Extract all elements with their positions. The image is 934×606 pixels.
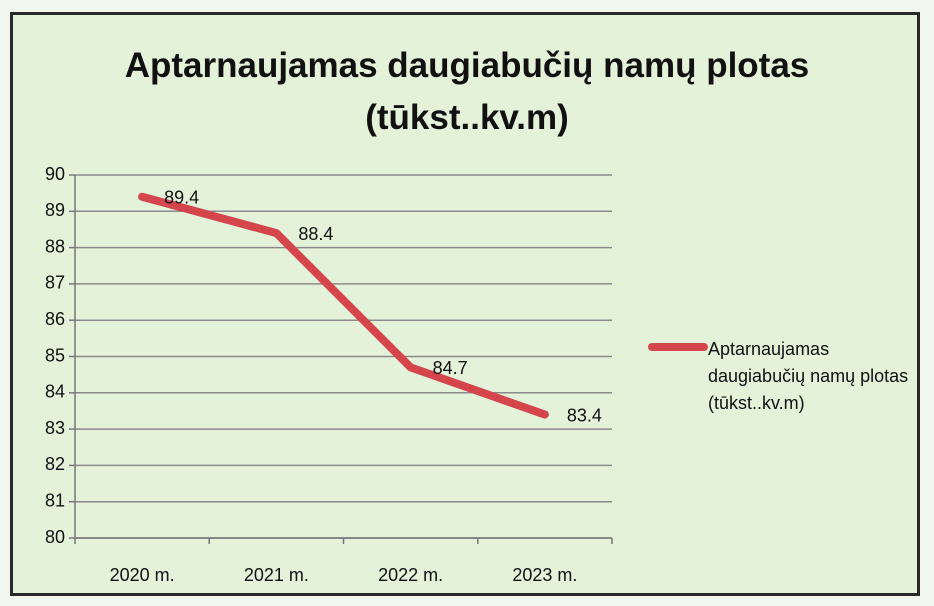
y-tick-label: 89 [45, 200, 65, 220]
data-label: 84.7 [433, 358, 468, 378]
y-tick-label: 80 [45, 527, 65, 547]
chart-frame [10, 12, 920, 596]
y-tick-label: 90 [45, 164, 65, 184]
y-tick-label: 88 [45, 236, 65, 256]
y-tick-label: 81 [45, 490, 65, 510]
y-tick-label: 87 [45, 273, 65, 293]
y-tick-label: 84 [45, 382, 65, 402]
data-label: 89.4 [164, 188, 199, 208]
data-label: 83.4 [567, 405, 602, 425]
y-tick-label: 86 [45, 309, 65, 329]
chart-title: Aptarnaujamas daugiabučių namų plotas (t… [124, 46, 810, 137]
y-tick-label: 82 [45, 454, 65, 474]
x-tick-label: 2020 m. [110, 565, 175, 585]
series-line [138, 192, 549, 419]
y-tick-label: 85 [45, 345, 65, 365]
data-label: 88.4 [298, 224, 333, 244]
x-tick-label: 2022 m. [378, 565, 443, 585]
x-tick-label: 2021 m. [244, 565, 309, 585]
y-tick-label: 83 [45, 418, 65, 438]
legend-label: Aptarnaujamas daugiabučių namų plotas (t… [708, 339, 909, 413]
x-tick-label: 2023 m. [512, 565, 577, 585]
